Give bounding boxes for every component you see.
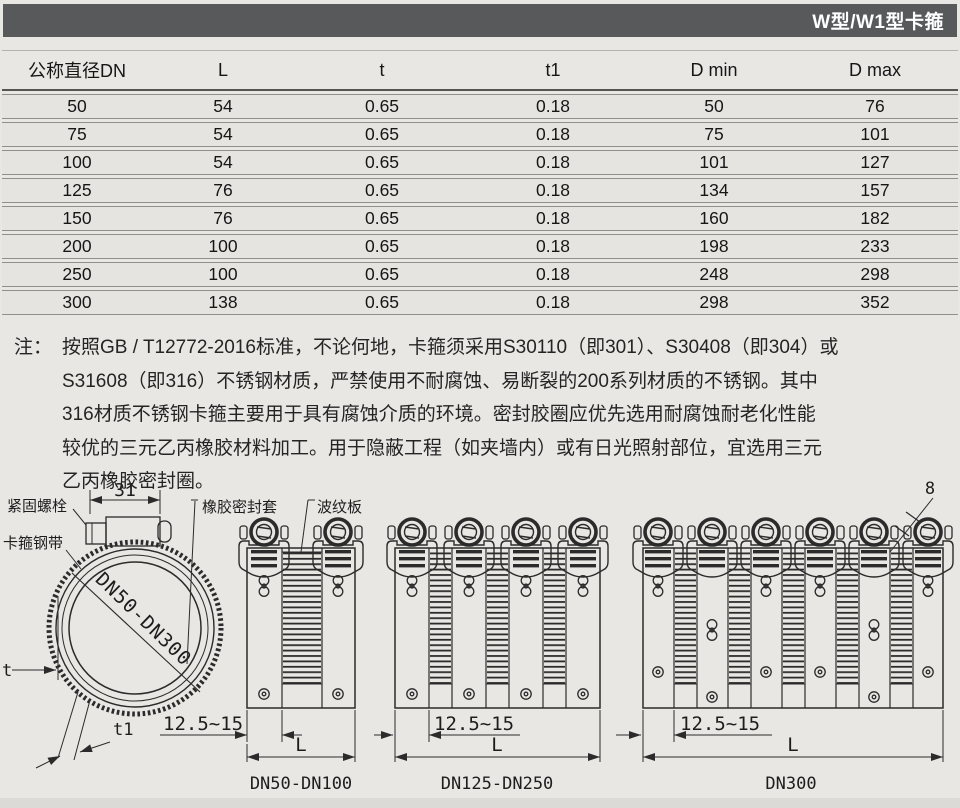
table-cell: 75 [2, 122, 152, 147]
worm-drive-housing [85, 516, 172, 547]
section-title: W型/W1型卡箍 [812, 12, 944, 33]
column-header-2: t [294, 50, 470, 91]
table-row: 250 100 0.65 0.18 248 298 [2, 262, 958, 287]
table-cell: 134 [636, 178, 792, 203]
table-cell: 157 [792, 178, 958, 203]
table-cell: 76 [152, 206, 294, 231]
table-cell: 138 [152, 290, 294, 315]
note-line: S31608（即316）不锈钢材质，严禁使用不耐腐蚀、易断裂的200系列材质的不… [62, 370, 818, 392]
table-cell: 198 [636, 234, 792, 259]
table-cell: 100 [2, 150, 152, 175]
table-cell: 0.65 [294, 262, 470, 287]
dim-width-range-large: 12.5~15 [680, 713, 760, 735]
table-cell: 50 [2, 94, 152, 119]
table-cell: 0.18 [470, 262, 636, 287]
dim-t: t [2, 661, 12, 681]
clamp-side-view-medium: 12.5~15 L DN125-DN250 [374, 517, 610, 794]
table-cell: 54 [152, 122, 294, 147]
table-cell: 54 [152, 150, 294, 175]
clamp-side-view-small: 12.5~15 L DN50-DN100 [160, 517, 365, 794]
table-cell: 101 [636, 150, 792, 175]
note-line: 乙丙橡胶密封圈。 [62, 471, 215, 492]
table-row: 100 54 0.65 0.18 101 127 [2, 150, 958, 175]
table-row: 75 54 0.65 0.18 75 101 [2, 122, 958, 147]
table-cell: 250 [2, 262, 152, 287]
dim-31: 31 [114, 480, 136, 501]
note-line: 按照GB / T12772-2016标准，不论何地，卡箍须采用S30110（即3… [62, 337, 839, 358]
table-row: 150 76 0.65 0.18 160 182 [2, 206, 958, 231]
clamp-side-view-large: 8 12.5~15 L DN300 [616, 479, 955, 794]
table-cell: 0.18 [470, 234, 636, 259]
table-cell: 0.18 [470, 150, 636, 175]
table-cell: 100 [152, 234, 294, 259]
clamp-diameter-range: DN50-DN300 [91, 568, 196, 670]
table-cell: 200 [2, 234, 152, 259]
caption-small: DN50-DN100 [250, 774, 352, 794]
section-header-bar: W型/W1型卡箍 [3, 4, 957, 37]
table-cell: 0.18 [470, 94, 636, 119]
table-cell: 150 [2, 206, 152, 231]
dim-8: 8 [925, 479, 935, 499]
table-cell: 0.65 [294, 122, 470, 147]
table-cell: 76 [792, 94, 958, 119]
table-cell: 0.65 [294, 94, 470, 119]
table-cell: 300 [2, 290, 152, 315]
column-header-5: D max [792, 50, 958, 91]
table-cell: 298 [636, 290, 792, 315]
table-cell: 101 [792, 122, 958, 147]
table-cell: 0.65 [294, 150, 470, 175]
table-row: 200 100 0.65 0.18 198 233 [2, 234, 958, 259]
note-prefix: 注： [14, 337, 53, 358]
table-cell: 182 [792, 206, 958, 231]
table-cell: 0.65 [294, 178, 470, 203]
label-corrugated-plate: 波纹板 [317, 498, 362, 516]
page-bottom-strip [0, 798, 960, 808]
column-header-3: t1 [470, 50, 636, 91]
note-block: 注： 按照GB / T12772-2016标准，不论何地，卡箍须采用S30110… [14, 331, 954, 499]
table-cell: 0.18 [470, 178, 636, 203]
dim-t1: t1 [113, 720, 133, 740]
table-cell: 0.65 [294, 234, 470, 259]
note-line: 较优的三元乙丙橡胶材料加工。用于隐蔽工程（如夹墙内）或有日光照射部位，宜选用三元 [62, 437, 823, 459]
table-row: 50 54 0.65 0.18 50 76 [2, 94, 958, 119]
table-row: 300 138 0.65 0.18 298 352 [2, 290, 958, 315]
table-cell: 100 [152, 262, 294, 287]
table-cell: 0.18 [470, 290, 636, 315]
table-cell: 76 [152, 178, 294, 203]
label-fastening-bolt: 紧固螺栓 [7, 498, 67, 515]
label-clamp-steel-band: 卡箍钢带 [3, 535, 63, 552]
table-cell: 0.18 [470, 122, 636, 147]
technical-drawings: DN50-DN300 31 紧固螺栓 卡箍钢带 t t1 [2, 479, 955, 794]
table-cell: 0.65 [294, 206, 470, 231]
column-header-4: D min [636, 50, 792, 91]
caption-medium: DN125-DN250 [441, 774, 554, 794]
label-rubber-sealing-sleeve: 橡胶密封套 [202, 499, 277, 516]
note-line: 316材质不锈钢卡箍主要用于具有腐蚀介质的环境。密封胶圈应优先选用耐腐蚀耐老化性… [62, 404, 816, 425]
column-header-1: L [152, 50, 294, 91]
table-row: 125 76 0.65 0.18 134 157 [2, 178, 958, 203]
table-cell: 248 [636, 262, 792, 287]
dim-L-small: L [295, 734, 306, 756]
caption-large: DN300 [765, 774, 816, 794]
table-cell: 125 [2, 178, 152, 203]
table-cell: 298 [792, 262, 958, 287]
table-cell: 75 [636, 122, 792, 147]
dim-L-large: L [787, 734, 798, 756]
table-cell: 233 [792, 234, 958, 259]
dim-width-range-medium: 12.5~15 [434, 713, 514, 735]
side-view-labels: 橡胶密封套 波纹板 [186, 498, 362, 665]
table-cell: 160 [636, 206, 792, 231]
table-cell: 352 [792, 290, 958, 315]
dim-width-range-small: 12.5~15 [163, 713, 243, 735]
dim-L-medium: L [491, 734, 502, 756]
column-header-0: 公称直径DN [2, 50, 152, 91]
table-cell: 0.18 [470, 206, 636, 231]
table-cell: 54 [152, 94, 294, 119]
table-cell: 127 [792, 150, 958, 175]
table-cell: 50 [636, 94, 792, 119]
table-cell: 0.65 [294, 290, 470, 315]
